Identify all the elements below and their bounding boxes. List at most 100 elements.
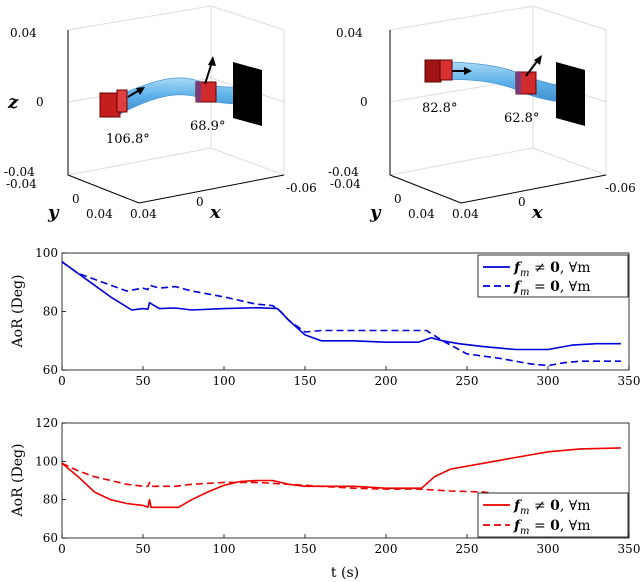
- y-tick-3: 0.04: [408, 207, 435, 221]
- x-tick-label: 0: [58, 374, 66, 388]
- x-axis-label: x: [531, 202, 543, 223]
- panel-3d-right: 0.04 0 -0.04 -0.04 0 0.04 0.04 0 -0.06 y…: [328, 5, 636, 223]
- z-tick-mid: 0: [36, 95, 44, 109]
- z-tick-bottom: -0.04: [328, 165, 359, 179]
- y-tick-label: 100: [35, 454, 58, 468]
- y-tick-2: 0: [72, 192, 80, 206]
- arrow-joint-head: [534, 55, 542, 65]
- z-ticks: 0.04 0 -0.04: [328, 26, 368, 179]
- arrow-base-head: [464, 67, 472, 75]
- arrow-base-head: [136, 87, 145, 95]
- y-axis-label: y: [369, 202, 382, 223]
- x-tick-label: 350: [618, 374, 641, 388]
- base-block-face: [439, 59, 453, 81]
- y-tick-label: 120: [35, 416, 58, 430]
- x-tick-3: -0.06: [286, 181, 317, 195]
- y-axis-label: y: [47, 202, 60, 223]
- x-ticks: 0.04 0 -0.06: [130, 181, 317, 221]
- x-axis-label: x: [209, 202, 221, 223]
- x-axis-label: t (s): [331, 565, 359, 581]
- box-axes: [67, 30, 285, 204]
- y-axis-label: AoR (Deg): [10, 275, 26, 349]
- x-tick-3: -0.06: [605, 181, 636, 195]
- target-plane: [233, 62, 262, 126]
- legend-label-2: fm = 0, ∀m: [513, 518, 591, 537]
- chart-red: 0 50 100 150 200 250 300 350 60 80 100 120 AoR (De…: [10, 416, 640, 581]
- y-ticks: 60 80 100 120: [35, 416, 66, 545]
- z-tick-top: 0.04: [10, 26, 37, 40]
- legend-label-1: fm ≠ 0, ∀m: [513, 260, 591, 279]
- plot-frame: [61, 422, 630, 539]
- z-tick-top: 0.04: [336, 26, 363, 40]
- arrow-joint: [525, 59, 539, 77]
- x-tick-label: 0: [58, 542, 66, 556]
- y-tick-1: -0.04: [6, 177, 37, 191]
- series-line-dashed: [61, 462, 621, 497]
- series-line-dashed: [61, 261, 621, 367]
- x-ticks: 0 50 100 150 200 250 300 350: [58, 534, 640, 556]
- x-tick-label: 200: [375, 542, 398, 556]
- y-tick-label: 60: [43, 531, 58, 545]
- y-ticks: -0.04 0 0.04: [330, 177, 435, 221]
- joint-band: [196, 82, 201, 102]
- x-tick-label: 350: [618, 542, 641, 556]
- y-tick-1: -0.04: [330, 177, 361, 191]
- arrow-joint: [204, 61, 213, 85]
- tube: [111, 77, 253, 116]
- x-tick-label: 150: [294, 374, 317, 388]
- x-tick-label: 150: [294, 542, 317, 556]
- y-axis-label: AoR (Deg): [10, 444, 26, 518]
- legend: fm ≠ 0, ∀m fm = 0, ∀m: [477, 492, 629, 538]
- legend-box: [477, 254, 629, 298]
- legend-label-2: fm = 0, ∀m: [513, 279, 591, 298]
- legend-box: [477, 492, 629, 538]
- x-tick-1: 0.04: [452, 207, 479, 221]
- y-tick-label: 80: [43, 305, 58, 319]
- series-line-solid: [61, 447, 621, 509]
- arrow-joint-head: [208, 56, 216, 66]
- y-tick-label: 60: [43, 363, 58, 377]
- angle-annotation-base: 82.8°: [422, 101, 457, 116]
- angle-annotation-base: 106.8°: [106, 132, 150, 147]
- base-block: [424, 59, 442, 83]
- y-ticks: 60 80 100: [35, 246, 66, 377]
- tube: [439, 61, 576, 105]
- base-block-face: [116, 89, 128, 113]
- z-tick-bottom: -0.04: [4, 165, 35, 179]
- x-tick-2: 0: [196, 195, 204, 209]
- y-tick-label: 80: [43, 493, 58, 507]
- panel-3d-left: 0.04 0 -0.04 -0.04 0 0.04 0.04 0 -0.06 z…: [4, 5, 317, 223]
- z-ticks: 0.04 0 -0.04: [4, 26, 44, 179]
- x-tick-1: 0.04: [130, 207, 157, 221]
- angle-annotation-joint: 68.9°: [190, 119, 225, 134]
- x-tick-label: 300: [537, 542, 560, 556]
- x-tick-2: 0: [518, 195, 526, 209]
- y-tick-label: 100: [35, 246, 58, 260]
- x-tick-label: 100: [213, 374, 236, 388]
- y-tick-2: 0: [394, 192, 402, 206]
- tube-assembly: [99, 56, 262, 126]
- series: [61, 261, 621, 367]
- x-ticks: 0 50 100 150 200 250 300 350: [58, 366, 640, 388]
- x-tick-label: 50: [135, 374, 150, 388]
- x-ticks: 0.04 0 -0.06: [452, 181, 636, 221]
- series: [61, 447, 621, 509]
- joint-band: [516, 72, 521, 94]
- x-tick-label: 250: [456, 542, 479, 556]
- tube-assembly: [424, 55, 585, 126]
- x-tick-label: 50: [135, 542, 150, 556]
- angle-annotation-joint: 62.8°: [504, 111, 539, 126]
- legend: fm ≠ 0, ∀m fm = 0, ∀m: [477, 254, 629, 298]
- z-axis-label: z: [7, 92, 19, 113]
- x-tick-label: 300: [537, 374, 560, 388]
- target-plane: [556, 62, 585, 126]
- x-tick-label: 200: [375, 374, 398, 388]
- x-tick-label: 250: [456, 374, 479, 388]
- x-tick-label: 100: [213, 542, 236, 556]
- legend-label-1: fm ≠ 0, ∀m: [513, 498, 591, 517]
- box-axes: [389, 30, 607, 204]
- z-tick-mid: 0: [360, 95, 368, 109]
- y-ticks: -0.04 0 0.04: [6, 177, 113, 221]
